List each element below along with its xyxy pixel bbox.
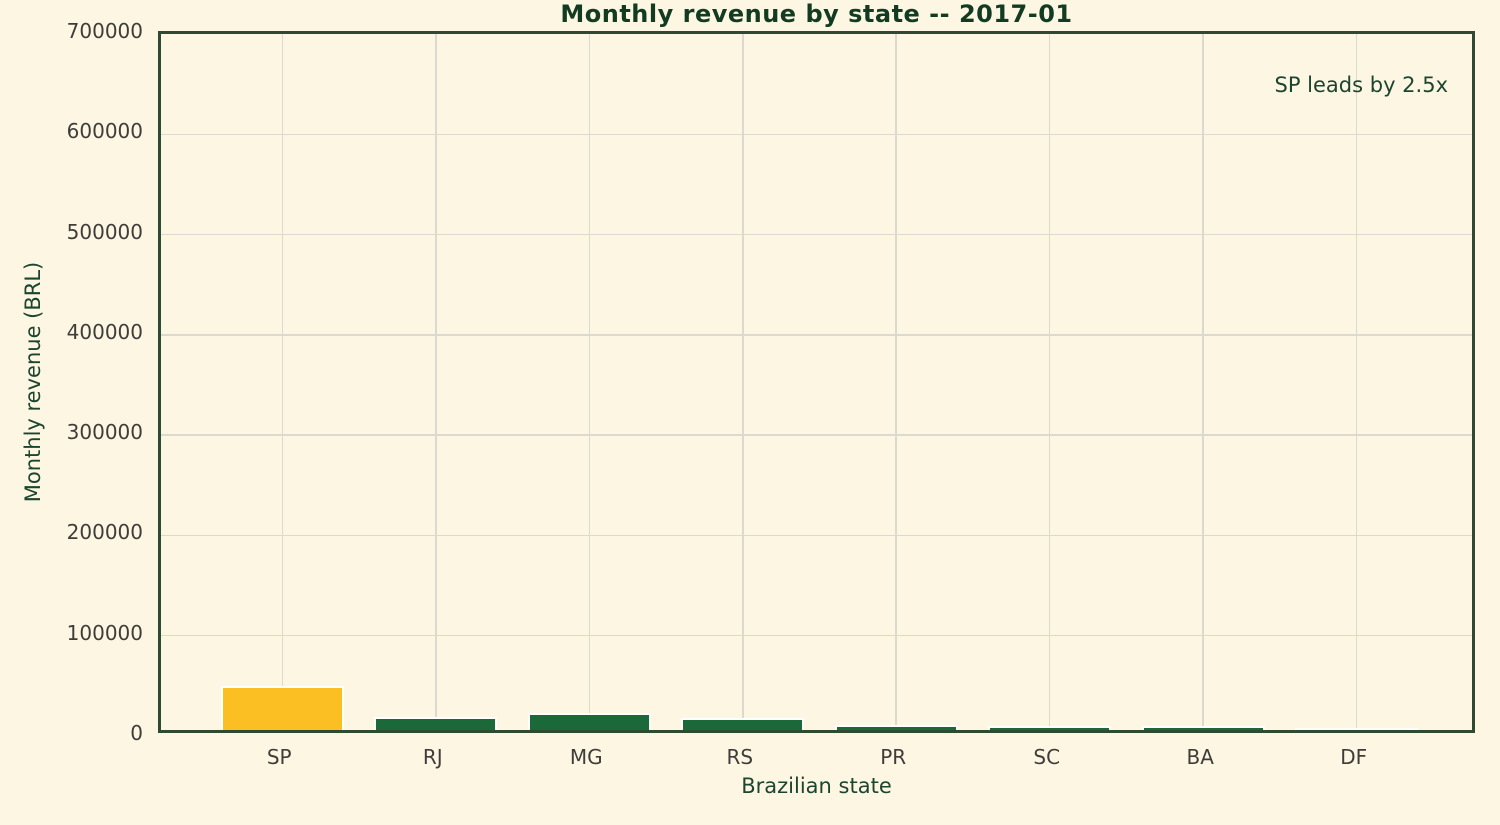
x-tick-MG: MG <box>569 745 603 769</box>
x-axis-label: Brazilian state <box>741 774 892 798</box>
v-gridline-RS <box>742 34 744 730</box>
y-tick-600000: 600000 <box>66 119 143 144</box>
bar-DF <box>1295 728 1419 730</box>
x-tick-RJ: RJ <box>422 745 443 769</box>
h-gridline-600000 <box>161 133 1472 136</box>
v-gridline-BA <box>1202 34 1204 730</box>
v-gridline-DF <box>1355 34 1358 730</box>
x-tick-BA: BA <box>1186 745 1214 769</box>
x-tick-RS: RS <box>726 745 754 769</box>
y-tick-700000: 700000 <box>66 19 143 43</box>
v-gridline-SC <box>1048 34 1051 730</box>
y-tick-500000: 500000 <box>66 219 143 244</box>
y-tick-300000: 300000 <box>66 420 143 445</box>
x-tick-DF: DF <box>1340 745 1368 769</box>
v-gridline-PR <box>895 34 897 730</box>
h-gridline-300000 <box>161 434 1472 436</box>
bar-RJ <box>374 716 498 730</box>
bar-PR <box>834 724 958 730</box>
bar-BA <box>1141 726 1265 730</box>
plot-area: SP leads by 2.5x <box>158 31 1475 733</box>
v-gridline-SP <box>281 34 283 730</box>
y-tick-400000: 400000 <box>66 319 143 344</box>
bar-MG <box>527 712 651 730</box>
chart-title: Monthly revenue by state -- 2017-01 <box>560 0 1073 28</box>
bar-RS <box>681 718 805 730</box>
y-tick-0: 0 <box>130 721 143 745</box>
h-gridline-200000 <box>161 534 1472 537</box>
bar-SC <box>988 725 1112 730</box>
h-gridline-100000 <box>161 634 1472 637</box>
y-axis-label: Monthly revenue (BRL) <box>21 261 45 503</box>
annotation-text: SP leads by 2.5x <box>1274 73 1449 97</box>
x-tick-PR: PR <box>880 745 907 769</box>
y-tick-200000: 200000 <box>66 520 143 545</box>
v-gridline-MG <box>588 34 590 730</box>
y-tick-100000: 100000 <box>66 620 143 645</box>
bar-SP <box>220 685 344 730</box>
h-gridline-400000 <box>161 334 1472 336</box>
x-tick-SC: SC <box>1033 745 1061 769</box>
x-tick-SP: SP <box>266 745 292 769</box>
h-gridline-500000 <box>161 233 1472 236</box>
v-gridline-RJ <box>435 34 437 730</box>
